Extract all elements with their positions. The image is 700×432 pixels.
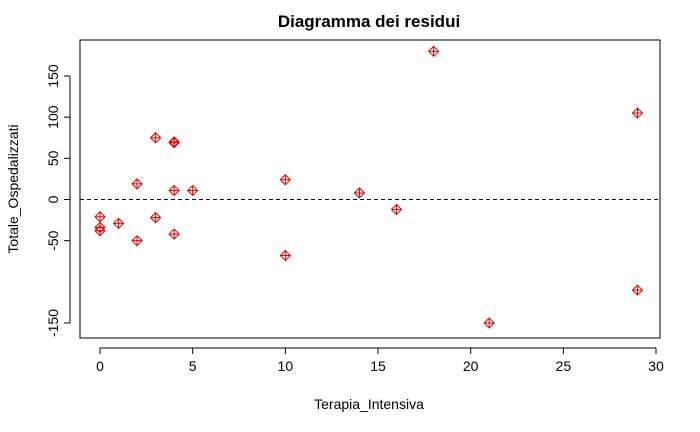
y-tick-label: 100 [45, 105, 61, 129]
data-point [631, 284, 644, 296]
data-point [131, 178, 143, 190]
data-point [168, 184, 180, 197]
data-point [631, 107, 644, 119]
plot-frame [79, 39, 661, 339]
data-point [149, 211, 162, 224]
data-point [94, 211, 106, 223]
x-tick-label: 25 [556, 358, 572, 374]
data-point [149, 132, 162, 144]
data-point [390, 203, 403, 216]
x-tick-label: 15 [370, 358, 386, 374]
data-point [94, 225, 106, 237]
y-tick-label: 50 [45, 150, 61, 166]
data-point [279, 174, 292, 186]
y-tick-label: 0 [45, 195, 61, 203]
x-axis-label: Terapia_Intensiva [314, 396, 424, 412]
data-point [112, 217, 125, 230]
x-tick-label: 0 [96, 358, 104, 374]
data-point [168, 136, 180, 149]
y-tick-label: -50 [45, 230, 61, 250]
data-points [94, 45, 644, 329]
y-axis-label: Totale_Ospedalizzati [5, 124, 21, 253]
data-point [131, 234, 143, 247]
x-tick-label: 5 [189, 358, 197, 374]
data-point [186, 184, 199, 197]
data-point [427, 45, 440, 58]
y-axis: -150 -50 0 50 100 150 [45, 64, 71, 337]
data-point [168, 228, 180, 240]
x-tick-label: 10 [278, 358, 294, 374]
data-point [483, 317, 495, 329]
y-tick-label: -150 [45, 309, 61, 337]
data-point [279, 249, 292, 262]
x-tick-label: 20 [463, 358, 479, 374]
x-axis: 0 5 10 15 20 25 30 [96, 347, 664, 374]
data-point [353, 187, 366, 199]
chart-title: Diagramma dei residui [278, 12, 460, 31]
y-tick-label: 150 [45, 64, 61, 88]
x-tick-label: 30 [648, 358, 664, 374]
